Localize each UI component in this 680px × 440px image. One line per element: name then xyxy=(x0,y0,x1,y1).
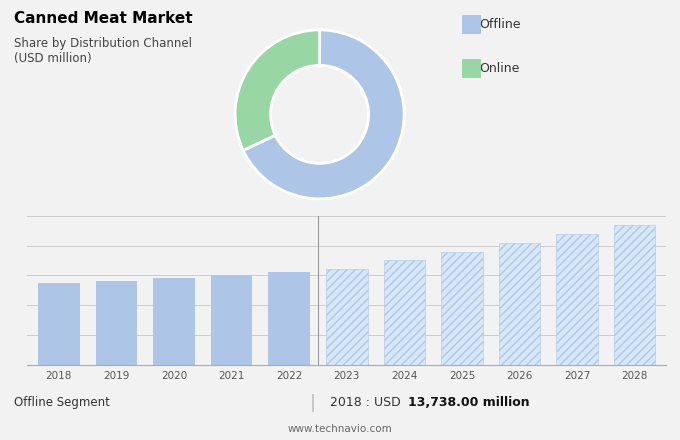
Bar xyxy=(211,275,252,365)
Bar xyxy=(499,242,541,365)
Text: www.technavio.com: www.technavio.com xyxy=(288,424,392,434)
Text: Canned Meat Market: Canned Meat Market xyxy=(14,11,192,26)
Text: 2018 : USD: 2018 : USD xyxy=(330,396,405,409)
Bar xyxy=(153,279,194,365)
Bar xyxy=(96,281,137,365)
Bar xyxy=(614,224,656,365)
Bar xyxy=(556,234,598,365)
Bar xyxy=(441,252,483,365)
Bar xyxy=(384,260,425,365)
Bar xyxy=(326,269,367,365)
Text: Online: Online xyxy=(479,62,520,75)
Bar xyxy=(38,283,80,365)
Wedge shape xyxy=(235,30,320,150)
Text: |: | xyxy=(310,394,316,411)
Text: Share by Distribution Channel
(USD million): Share by Distribution Channel (USD milli… xyxy=(14,37,192,66)
Text: Offline Segment: Offline Segment xyxy=(14,396,109,409)
Text: 13,738.00 million: 13,738.00 million xyxy=(408,396,530,409)
Text: Offline: Offline xyxy=(479,18,521,31)
Bar xyxy=(269,272,310,365)
Wedge shape xyxy=(243,30,404,199)
